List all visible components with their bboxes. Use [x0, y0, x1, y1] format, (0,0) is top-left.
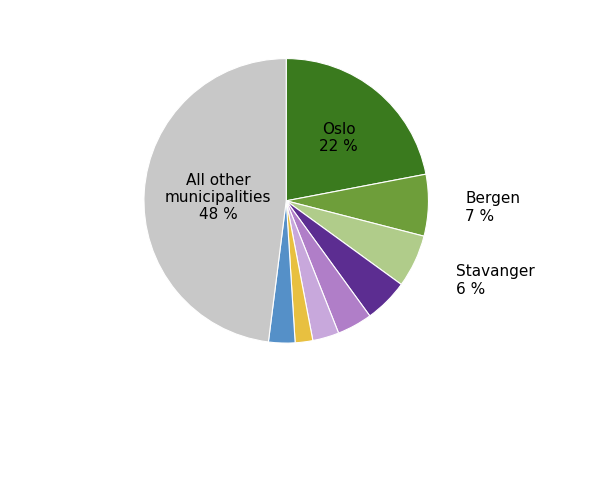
Wedge shape: [286, 202, 313, 343]
Wedge shape: [286, 202, 401, 316]
Wedge shape: [286, 60, 426, 202]
Wedge shape: [286, 202, 339, 341]
Text: Bergen
7 %: Bergen 7 %: [465, 191, 520, 223]
Wedge shape: [286, 175, 429, 237]
Text: Oslo
22 %: Oslo 22 %: [319, 122, 358, 154]
Wedge shape: [144, 60, 286, 342]
Text: Stavanger
6 %: Stavanger 6 %: [457, 264, 535, 296]
Wedge shape: [268, 202, 295, 344]
Wedge shape: [286, 202, 370, 333]
Text: All other
municipalities
48 %: All other municipalities 48 %: [165, 172, 271, 222]
Wedge shape: [286, 202, 424, 285]
